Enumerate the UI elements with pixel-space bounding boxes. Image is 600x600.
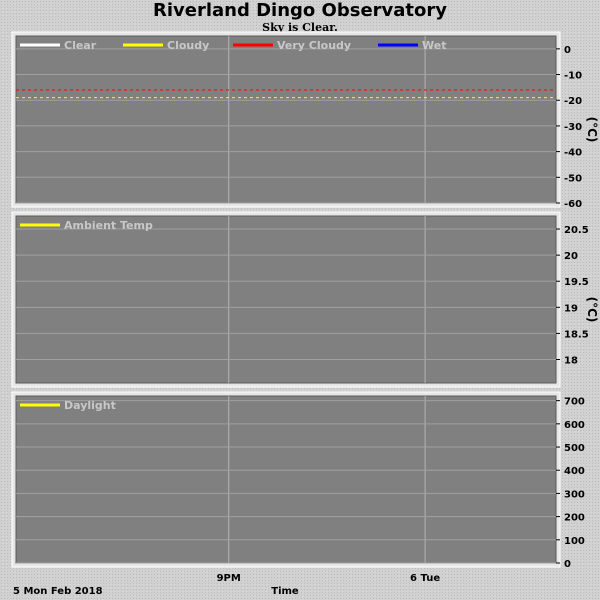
daylight-panel: 700 600 500 400 300 200 100 0 Daylight xyxy=(11,391,585,570)
legend-entry: Very Cloudy xyxy=(277,39,351,52)
y-tick-label: -10 xyxy=(564,71,582,82)
y-tick-label: 19.5 xyxy=(564,277,589,288)
y-tick-label: 20 xyxy=(564,251,578,262)
legend-entry: Cloudy xyxy=(167,39,209,52)
y-tick-label: 18.5 xyxy=(564,329,589,340)
y-tick-label: 200 xyxy=(564,513,585,524)
y-tick-label: 19 xyxy=(564,303,578,314)
y-tick-label: -40 xyxy=(564,148,582,159)
y-tick-label: -60 xyxy=(564,199,582,210)
time-axis-title: Time xyxy=(271,586,299,597)
y-tick-label: 700 xyxy=(564,397,585,408)
chart-title: Riverland Dingo Observatory xyxy=(152,0,448,21)
y-tick-label: 100 xyxy=(564,536,585,547)
y-tick-label: -30 xyxy=(564,122,582,133)
y-tick-label: 400 xyxy=(564,466,585,477)
y-tick-label: 300 xyxy=(564,489,585,500)
sky-temperature-panel: 0 -10 -20 -30 -40 -50 -60 (°C) Clear Cloudy Very C… xyxy=(11,31,599,210)
ambient-temperature-panel: 20.5 20 19.5 19 18.5 18 (°C) Ambient Temp xyxy=(11,211,599,388)
legend-entry: Daylight xyxy=(64,399,116,412)
legend-entry: Ambient Temp xyxy=(64,219,153,232)
unit-label: (°C) xyxy=(585,117,599,143)
y-tick-label: 500 xyxy=(564,443,585,454)
daylight-plot-area xyxy=(15,395,557,564)
sky-status: Sky is Clear. xyxy=(262,21,338,34)
y-tick-label: 20.5 xyxy=(564,225,589,236)
y-tick-label: 0 xyxy=(564,45,571,56)
x-tick-label: 9PM xyxy=(217,573,241,584)
unit-label: (°C) xyxy=(585,297,599,323)
legend-entry: Clear xyxy=(64,39,97,52)
x-tick-label: 6 Tue xyxy=(410,573,440,584)
y-tick-label: -50 xyxy=(564,173,582,184)
sky-temperature-plot-area xyxy=(15,35,557,204)
y-tick-label: 600 xyxy=(564,420,585,431)
y-tick-label: 18 xyxy=(564,356,578,367)
legend-entry: Wet xyxy=(422,39,446,52)
y-tick-label: 0 xyxy=(564,559,571,570)
y-tick-label: -20 xyxy=(564,96,582,107)
date-label: 5 Mon Feb 2018 xyxy=(13,586,103,597)
ambient-temperature-plot-area xyxy=(15,215,557,384)
